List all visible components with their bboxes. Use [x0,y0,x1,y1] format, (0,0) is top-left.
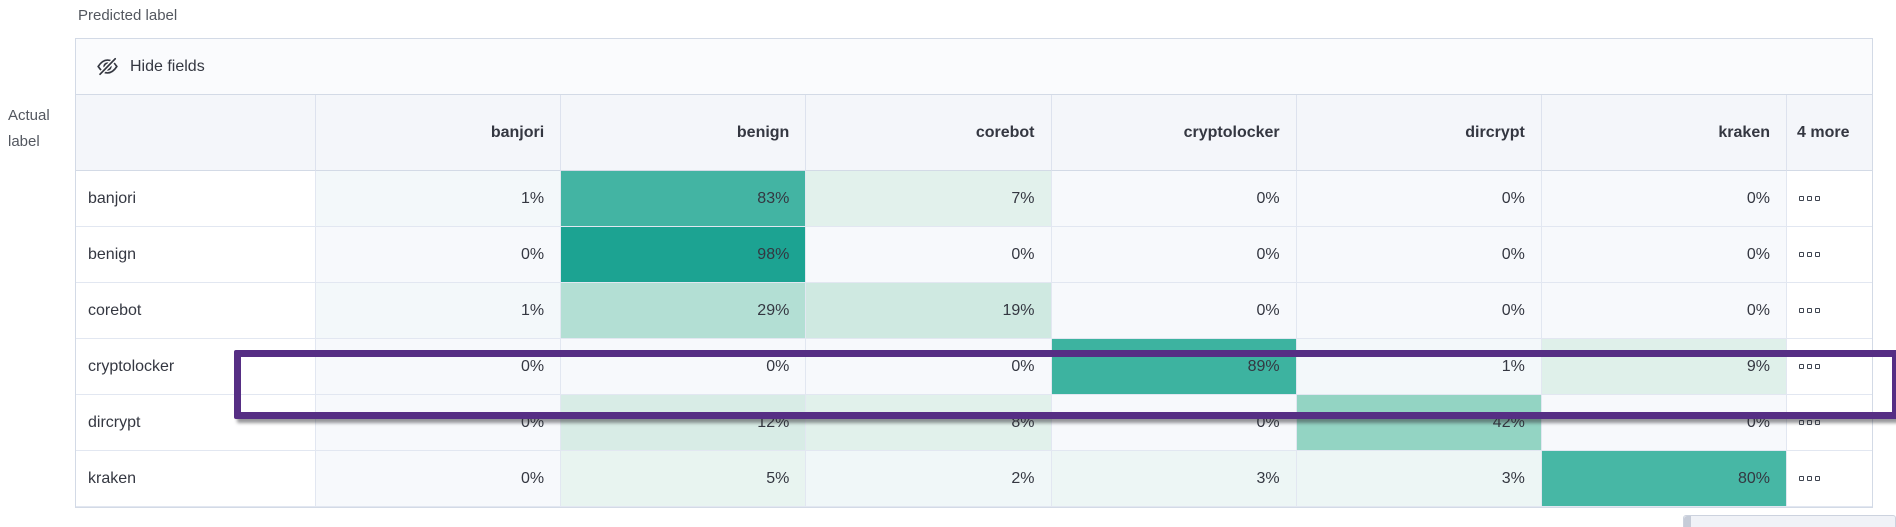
row-label-cryptolocker[interactable]: cryptolocker [76,339,316,395]
matrix-cell[interactable]: 0% [1541,227,1787,283]
row-actions-button[interactable] [1787,451,1872,507]
row-actions-button[interactable] [1787,283,1872,339]
actual-label: Actual label [8,107,50,150]
scrollbar-thumb[interactable] [1684,516,1691,527]
row-label-dircrypt[interactable]: dircrypt [76,395,316,451]
matrix-cell[interactable]: 0% [1296,171,1542,227]
header-corner-cell [76,95,316,171]
row-actions-button[interactable] [1787,339,1872,395]
matrix-cell[interactable]: 0% [806,339,1052,395]
matrix-cell[interactable]: 0% [1541,171,1787,227]
column-header-benign[interactable]: benign [561,95,807,171]
boxes-horizontal-icon [1799,196,1804,201]
matrix-cell[interactable]: 5% [561,451,807,507]
matrix-cell[interactable]: 12% [561,395,807,451]
matrix-cell[interactable]: 0% [316,339,562,395]
hide-fields-button[interactable]: Hide fields [76,39,1872,95]
row-actions-button[interactable] [1787,395,1872,451]
boxes-horizontal-icon [1799,308,1804,313]
matrix-cell[interactable]: 8% [806,395,1052,451]
row-label-banjori[interactable]: banjori [76,171,316,227]
matrix-cell[interactable]: 0% [316,395,562,451]
column-header-banjori[interactable]: banjori [316,95,562,171]
boxes-horizontal-icon [1799,252,1804,257]
row-actions-button[interactable] [1787,227,1872,283]
boxes-horizontal-icon [1799,476,1804,481]
matrix-cell[interactable]: 0% [1051,227,1297,283]
boxes-horizontal-icon [1799,420,1804,425]
hide-fields-label: Hide fields [130,57,205,75]
boxes-horizontal-icon [1799,364,1804,369]
row-label-corebot[interactable]: corebot [76,283,316,339]
matrix-cell[interactable]: 2% [806,451,1052,507]
matrix-cell[interactable]: 0% [1541,283,1787,339]
predicted-label: Predicted label [78,7,178,24]
horizontal-scrollbar[interactable] [1683,515,1896,527]
matrix-cell[interactable]: 1% [316,171,562,227]
matrix-cell[interactable]: 98% [561,227,807,283]
eye-closed-icon [97,57,118,76]
matrix-cell[interactable]: 1% [316,283,562,339]
matrix-cell[interactable]: 80% [1541,451,1787,507]
matrix-cell[interactable]: 0% [316,227,562,283]
matrix-cell[interactable]: 3% [1051,451,1297,507]
matrix-cell[interactable]: 0% [561,339,807,395]
matrix-cell[interactable]: 1% [1296,339,1542,395]
matrix-cell[interactable]: 0% [1296,283,1542,339]
matrix-cell[interactable]: 0% [1051,395,1297,451]
column-header-corebot[interactable]: corebot [806,95,1052,171]
matrix-cell[interactable]: 0% [1051,283,1297,339]
matrix-cell[interactable]: 19% [806,283,1052,339]
matrix-cell[interactable]: 29% [561,283,807,339]
matrix-cell[interactable]: 3% [1296,451,1542,507]
matrix-cell[interactable]: 0% [316,451,562,507]
column-header-cryptolocker[interactable]: cryptolocker [1051,95,1297,171]
matrix-grid: banjori benign corebot cryptolocker dirc… [76,95,1872,507]
matrix-cell[interactable]: 0% [1296,227,1542,283]
matrix-cell[interactable]: 9% [1541,339,1787,395]
matrix-cell[interactable]: 0% [806,227,1052,283]
matrix-cell[interactable]: 7% [806,171,1052,227]
row-label-benign[interactable]: benign [76,227,316,283]
matrix-cell[interactable]: 89% [1051,339,1297,395]
column-header-dircrypt[interactable]: dircrypt [1296,95,1542,171]
matrix-cell[interactable]: 83% [561,171,807,227]
matrix-cell[interactable]: 0% [1541,395,1787,451]
column-header-kraken[interactable]: kraken [1541,95,1787,171]
row-label-kraken[interactable]: kraken [76,451,316,507]
column-header-more[interactable]: 4 more [1787,95,1872,171]
confusion-matrix-table: Hide fields banjori benign corebot crypt… [75,38,1873,508]
row-actions-button[interactable] [1787,171,1872,227]
matrix-cell[interactable]: 0% [1051,171,1297,227]
matrix-cell[interactable]: 42% [1296,395,1542,451]
